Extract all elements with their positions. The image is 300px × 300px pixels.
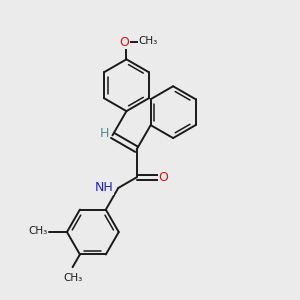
Text: O: O bbox=[158, 171, 168, 184]
Text: O: O bbox=[119, 36, 129, 49]
Text: NH: NH bbox=[94, 182, 113, 194]
Text: CH₃: CH₃ bbox=[63, 272, 82, 283]
Text: H: H bbox=[100, 127, 109, 140]
Text: CH₃: CH₃ bbox=[139, 36, 158, 46]
Text: CH₃: CH₃ bbox=[28, 226, 47, 236]
